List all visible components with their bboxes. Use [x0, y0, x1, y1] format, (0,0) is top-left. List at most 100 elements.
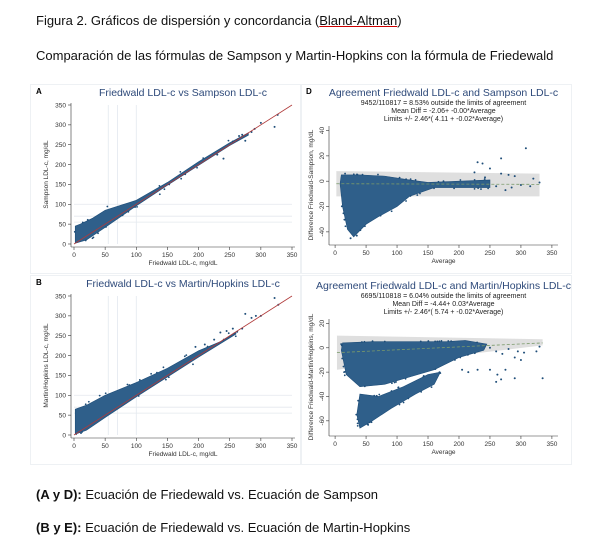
- data-point: [405, 178, 407, 181]
- data-point: [106, 205, 109, 208]
- x-tick-label: 250: [485, 441, 496, 448]
- footer-line-1-text: Ecuación de Friedewald vs. Ecuación de S…: [81, 487, 379, 502]
- data-point: [371, 340, 374, 343]
- data-point: [357, 399, 360, 402]
- data-point: [234, 335, 237, 338]
- data-point: [391, 382, 393, 385]
- data-point: [398, 176, 401, 179]
- y-tick-label: 50: [59, 412, 67, 419]
- x-tick-label: 150: [423, 250, 434, 257]
- y-tick-label: 50: [59, 221, 67, 228]
- data-point: [513, 175, 516, 178]
- chart-b-scatter: B Friedwald LDL-c vs Martin/Hopkins LDL-c…: [30, 275, 302, 465]
- chart-subtitle-line: Mean Diff = -2.06+ -0.00*Average: [391, 108, 496, 115]
- data-point: [126, 383, 129, 386]
- data-point: [184, 173, 187, 176]
- data-point: [227, 139, 230, 142]
- data-point: [355, 413, 358, 416]
- data-point: [352, 173, 355, 176]
- point-cloud: [340, 340, 488, 388]
- chart-title: Friedwald LDL-c vs Martin/Hopkins LDL-c: [86, 278, 280, 290]
- y-tick-label: 300: [55, 122, 66, 129]
- y-tick-label: 0: [62, 241, 66, 248]
- data-point: [84, 239, 87, 242]
- x-tick-label: 150: [162, 443, 173, 450]
- footer-line-1: (A y D): Ecuación de Friedewald vs. Ecua…: [36, 487, 378, 502]
- x-tick-label: 100: [131, 443, 142, 450]
- data-point: [507, 173, 510, 176]
- data-point: [97, 232, 99, 235]
- data-point: [402, 401, 405, 404]
- chart-subtitle-line: Mean Diff = -4.44+ 0.03*Average: [392, 301, 494, 308]
- data-point: [532, 177, 535, 180]
- data-point: [473, 352, 476, 355]
- data-point: [134, 206, 136, 208]
- x-tick-label: 350: [546, 250, 557, 257]
- panel-border: [300, 84, 572, 274]
- x-axis-label: Friedwald LDL-c, mg/dL: [149, 451, 218, 458]
- data-point: [409, 178, 412, 181]
- data-point: [364, 225, 366, 228]
- data-point: [439, 372, 442, 375]
- data-point: [395, 381, 397, 383]
- data-point: [404, 377, 407, 380]
- y-tick-label: 0: [319, 346, 326, 350]
- data-point: [434, 368, 437, 371]
- x-tick-label: 350: [546, 441, 557, 448]
- data-point: [487, 187, 490, 190]
- data-point: [500, 157, 503, 160]
- data-point: [466, 354, 469, 356]
- y-tick-label: 0: [319, 179, 326, 183]
- y-axis-label: Martin/Hopkins LDL-c, mg/dL: [43, 323, 50, 408]
- data-point: [196, 166, 198, 169]
- y-tick-label: -60: [319, 416, 326, 426]
- data-point: [420, 390, 423, 393]
- data-point: [378, 393, 381, 396]
- figure-title-prefix: Figura 2. Gráficos de dispersión y conco…: [36, 13, 320, 28]
- data-point: [442, 180, 445, 183]
- data-point: [495, 350, 498, 353]
- data-point: [409, 195, 412, 197]
- data-point: [225, 329, 228, 332]
- data-point: [273, 296, 276, 299]
- chart-subtitle-line: Limits +/- 2.46*( 5.74 + -0.02*Average): [384, 309, 504, 316]
- data-point: [165, 378, 167, 381]
- data-point: [430, 386, 433, 389]
- data-point: [510, 186, 513, 189]
- y-tick-label: 20: [319, 319, 326, 327]
- data-point: [538, 345, 541, 348]
- data-point: [488, 368, 491, 371]
- data-point: [81, 431, 83, 433]
- y-axis-label: Difference Friedwald-Sampson, mg/dL: [308, 129, 315, 240]
- panel-label: B: [36, 278, 42, 287]
- x-axis-label: Average: [431, 449, 455, 456]
- x-tick-label: 50: [102, 443, 110, 450]
- data-point: [84, 403, 87, 406]
- data-point: [516, 350, 519, 353]
- data-point: [454, 359, 456, 361]
- data-point: [227, 332, 230, 335]
- chart-title: Agreement Friedwald LDL-c and Martin/Hop…: [316, 280, 571, 292]
- y-axis-label: Difference Friedwald-Martin/Hopkins, mg/…: [308, 313, 315, 440]
- data-point: [519, 358, 522, 361]
- y-tick-label: 150: [55, 373, 66, 380]
- data-point: [397, 386, 400, 389]
- data-point: [440, 339, 443, 342]
- data-point: [476, 161, 479, 164]
- data-point: [254, 314, 257, 317]
- data-point: [513, 377, 516, 380]
- data-point: [437, 180, 440, 183]
- data-point: [136, 205, 138, 208]
- x-tick-label: 100: [392, 441, 403, 448]
- x-tick-label: 250: [224, 443, 235, 450]
- identity-line: [73, 295, 293, 436]
- y-tick-label: 150: [55, 182, 66, 189]
- data-point: [481, 162, 484, 165]
- x-tick-label: 100: [131, 252, 142, 259]
- data-point: [231, 327, 234, 330]
- data-point: [344, 370, 346, 373]
- data-point: [206, 345, 209, 348]
- data-point: [393, 381, 396, 384]
- figure-title-bland-altman: Bland-Altman: [319, 13, 398, 28]
- chart-title: Friedwald LDL-c vs Sampson LDL-c: [99, 87, 267, 99]
